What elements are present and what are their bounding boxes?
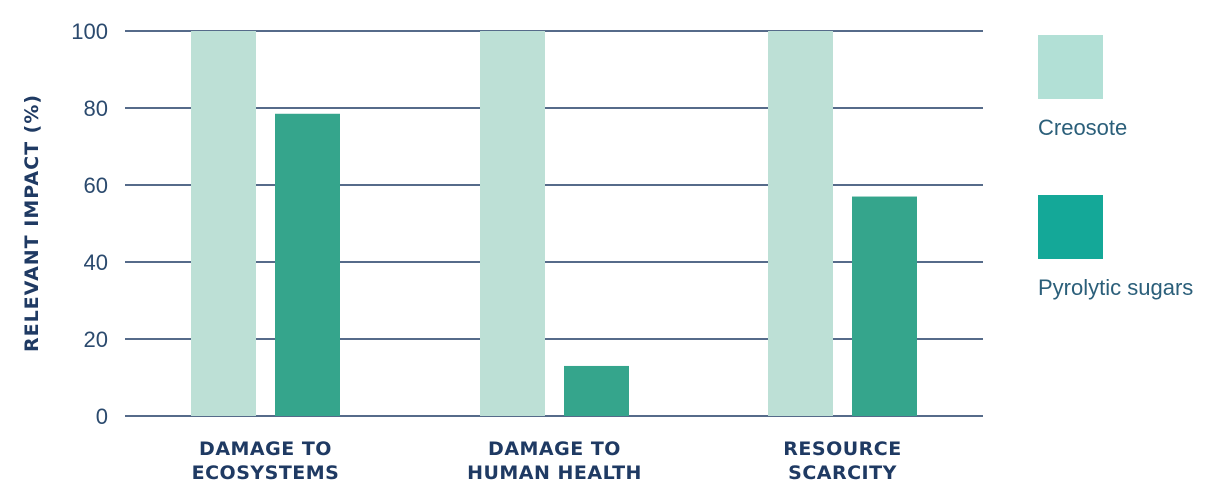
y-axis-label: RELEVANT IMPACT (%)	[21, 94, 43, 352]
y-tick-label: 20	[84, 327, 108, 352]
category-label-line: DAMAGE TO	[488, 438, 621, 460]
category-label: RESOURCE SCARCITY	[783, 438, 901, 484]
bar-creosote	[480, 31, 545, 416]
category-label-line: SCARCITY	[788, 462, 897, 484]
bar-pyrolytic-sugars	[852, 196, 917, 416]
category-label: DAMAGE TO ECOSYSTEMS	[192, 438, 340, 484]
y-axis-ticks: 0 20 40 60 80 100	[71, 19, 108, 429]
legend: Creosote Pyrolytic sugars	[1038, 35, 1193, 300]
bar-creosote	[768, 31, 833, 416]
y-tick-label: 40	[84, 250, 108, 275]
bar-pyrolytic-sugars	[275, 113, 340, 417]
gridlines	[125, 30, 983, 417]
legend-label: Pyrolytic sugars	[1038, 275, 1193, 300]
legend-swatch	[1038, 35, 1103, 99]
y-tick-label: 100	[71, 19, 108, 44]
bar-creosote	[191, 31, 256, 416]
legend-label: Creosote	[1038, 115, 1127, 140]
y-tick-label: 80	[84, 96, 108, 121]
category-label-line: HUMAN HEALTH	[467, 462, 642, 484]
legend-swatch	[1038, 195, 1103, 259]
y-tick-label: 0	[96, 404, 108, 429]
category-label-line: RESOURCE	[783, 438, 901, 460]
category-label-line: ECOSYSTEMS	[192, 462, 340, 484]
y-tick-label: 60	[84, 173, 108, 198]
category-label-line: DAMAGE TO	[199, 438, 332, 460]
category-label: DAMAGE TO HUMAN HEALTH	[467, 438, 642, 484]
bar-pyrolytic-sugars	[564, 365, 629, 416]
bars	[191, 31, 917, 417]
